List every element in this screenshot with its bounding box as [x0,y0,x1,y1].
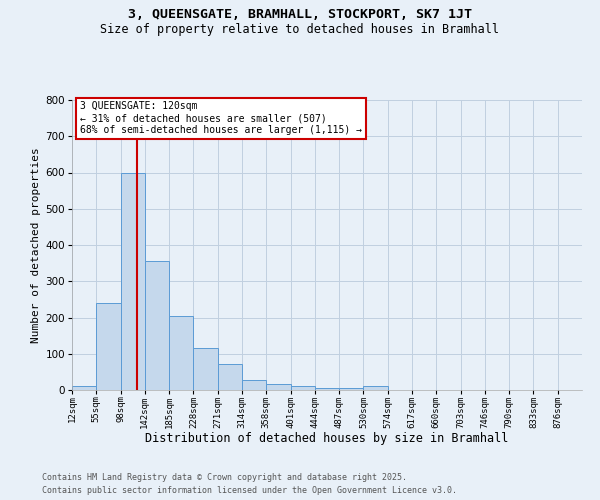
Bar [339,388,364,390]
Bar [169,316,193,390]
Text: 3, QUEENSGATE, BRAMHALL, STOCKPORT, SK7 1JT: 3, QUEENSGATE, BRAMHALL, STOCKPORT, SK7 … [128,8,472,20]
Bar [242,380,266,390]
Text: Contains HM Land Registry data © Crown copyright and database right 2025.: Contains HM Land Registry data © Crown c… [42,474,407,482]
Bar [218,364,242,390]
Bar [96,303,121,390]
Text: Contains public sector information licensed under the Open Government Licence v3: Contains public sector information licen… [42,486,457,495]
Text: Size of property relative to detached houses in Bramhall: Size of property relative to detached ho… [101,22,499,36]
Bar [290,386,315,390]
Bar [364,386,388,390]
X-axis label: Distribution of detached houses by size in Bramhall: Distribution of detached houses by size … [145,432,509,445]
Bar [72,386,96,390]
Bar [266,384,290,390]
Bar [315,388,339,390]
Text: 3 QUEENSGATE: 120sqm
← 31% of detached houses are smaller (507)
68% of semi-deta: 3 QUEENSGATE: 120sqm ← 31% of detached h… [80,102,362,134]
Bar [145,262,169,390]
Bar [193,348,218,390]
Y-axis label: Number of detached properties: Number of detached properties [31,147,41,343]
Bar [121,172,145,390]
